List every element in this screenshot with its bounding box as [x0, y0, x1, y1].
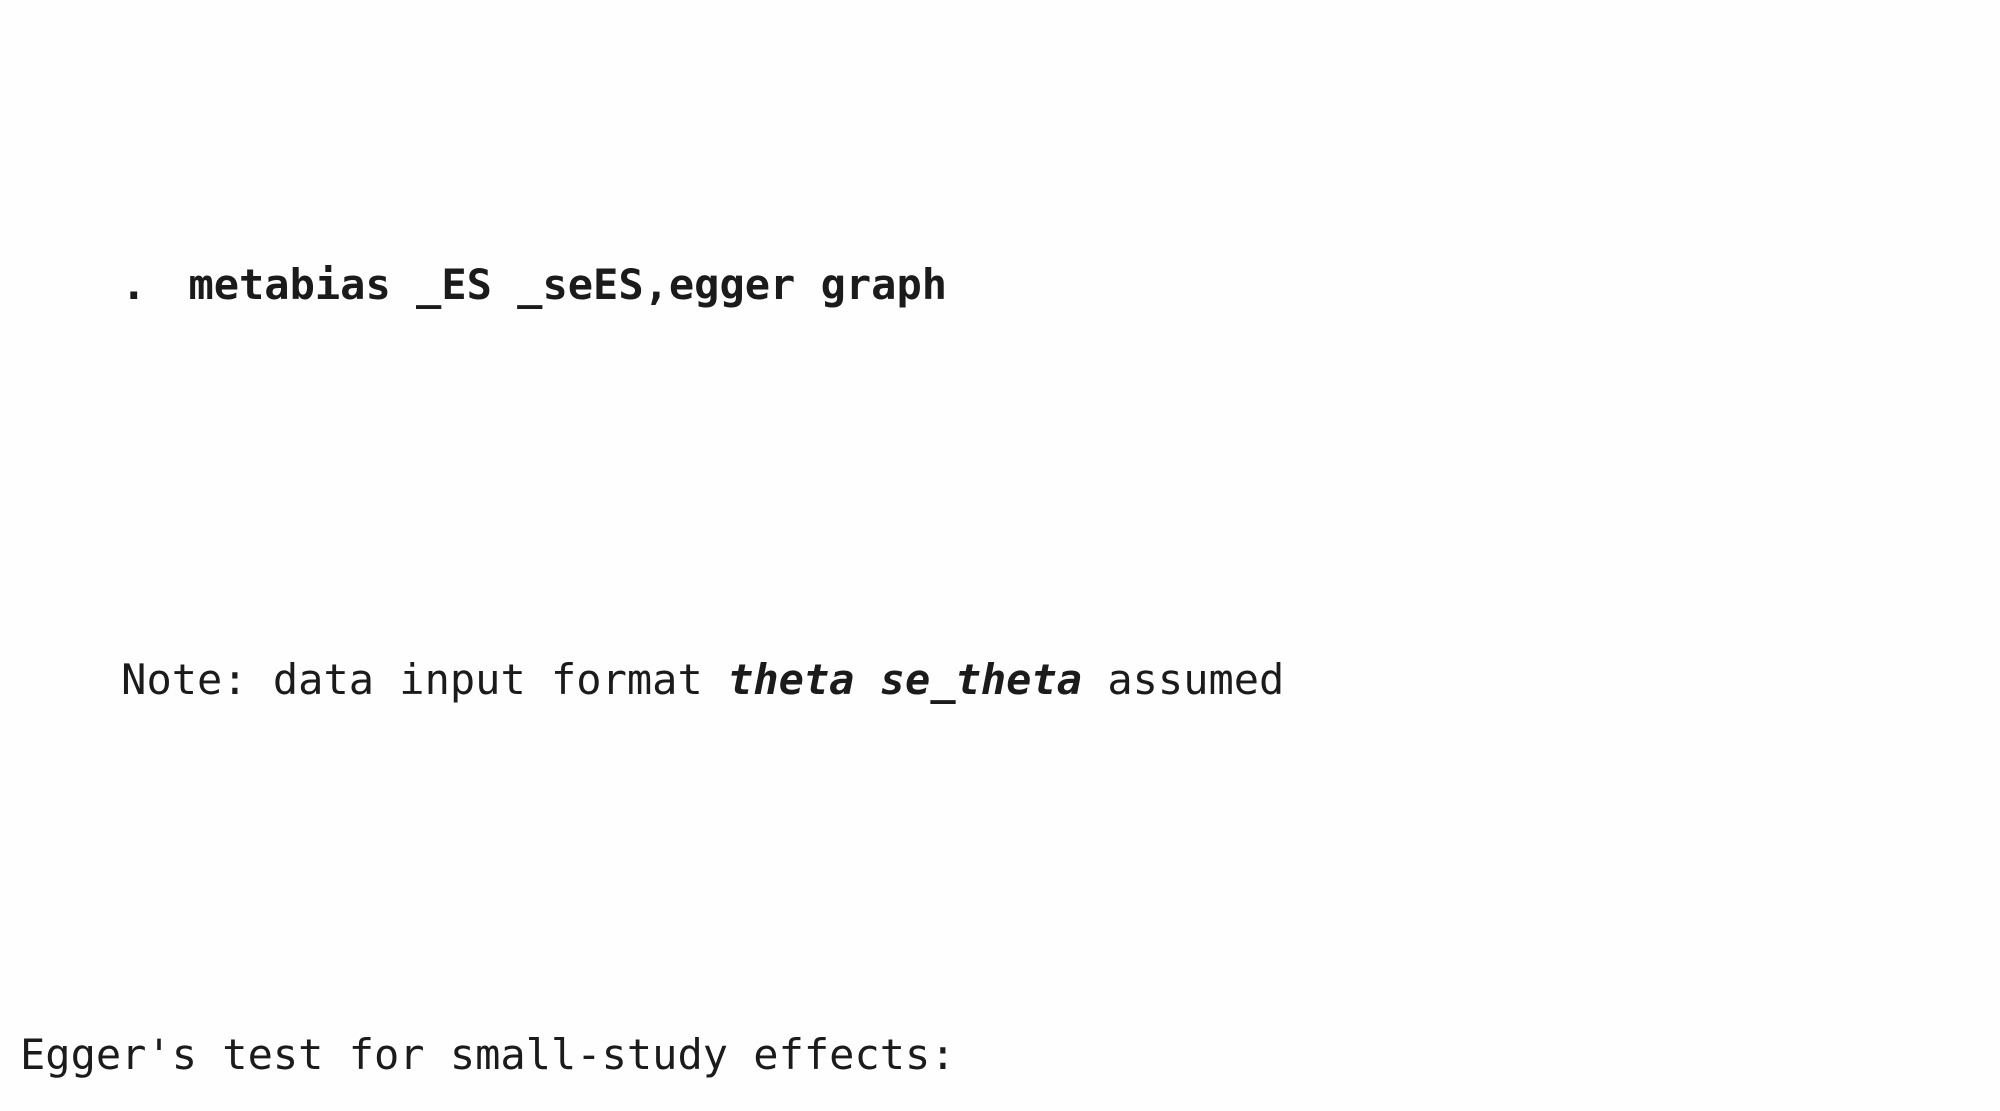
command-line: . metabias _ES _seES,egger graph: [20, 195, 2000, 375]
egger-test-title: Egger's test for small-study effects:: [20, 1030, 956, 1079]
note-suffix: assumed: [1082, 655, 1285, 704]
note-line: Note: data input format theta se_theta a…: [20, 590, 2000, 770]
command-text: metabias _ES _seES,egger graph: [188, 260, 948, 309]
command-prompt: .: [121, 260, 147, 309]
note-variable-format: theta se_theta: [728, 655, 1083, 704]
note-prefix: Note: data input format: [121, 655, 729, 704]
